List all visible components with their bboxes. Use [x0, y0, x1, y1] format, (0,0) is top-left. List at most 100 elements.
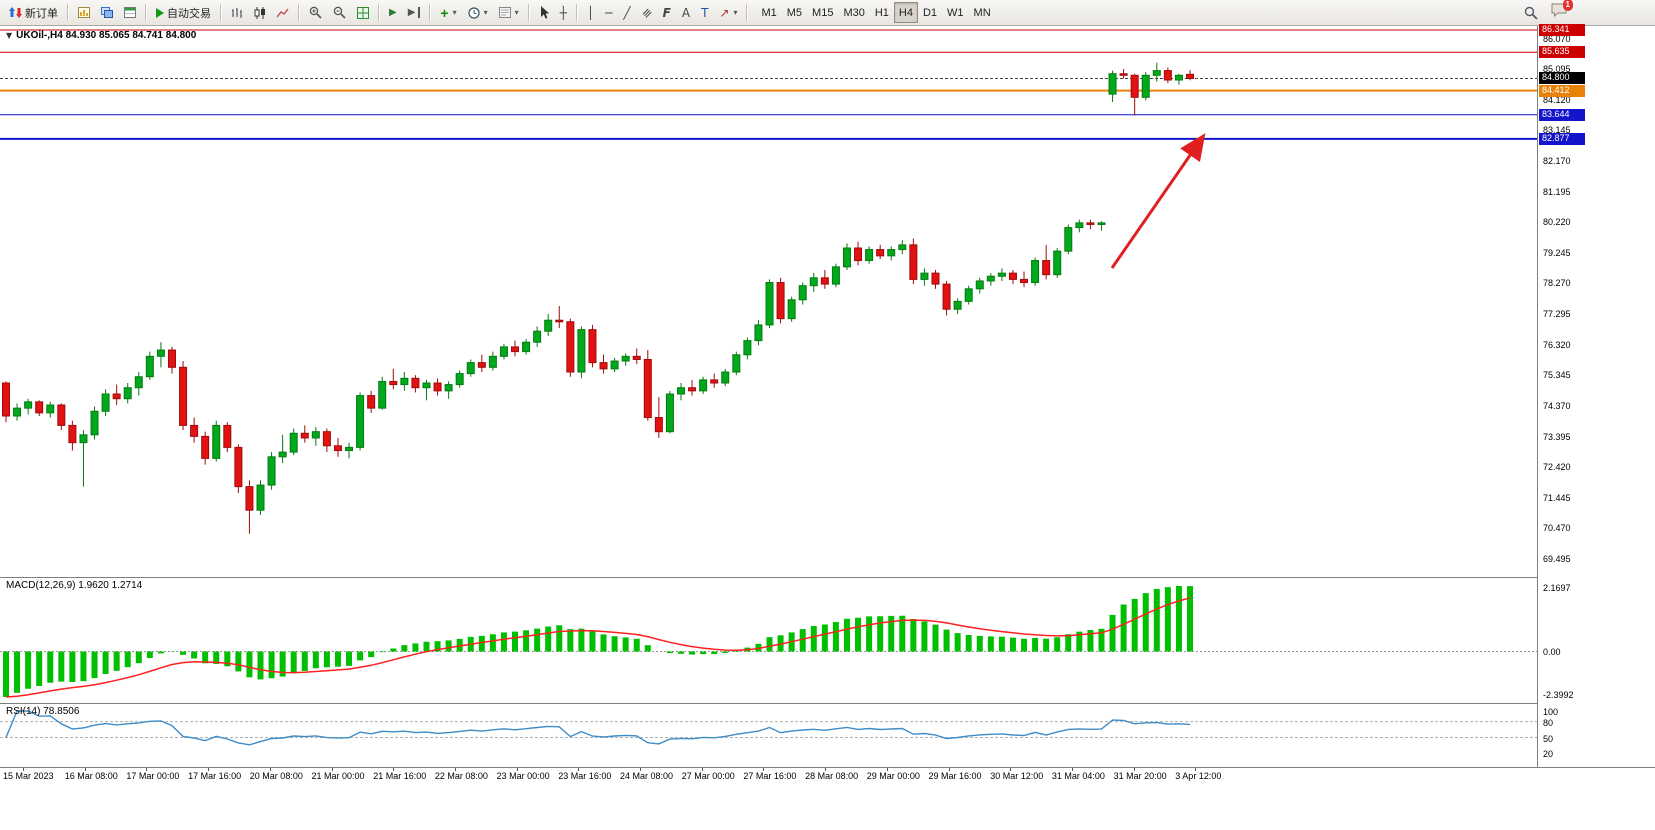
- candle-body: [101, 393, 110, 412]
- trendline-tool-button[interactable]: ╱: [618, 2, 635, 23]
- new-order-button[interactable]: 新订单: [4, 2, 63, 23]
- crosshair-tool-button[interactable]: ┼: [555, 2, 572, 23]
- time-label: 16 Mar 08:00: [64, 771, 118, 781]
- fibonacci-tool-button[interactable]: F: [658, 2, 676, 23]
- rsi-panel[interactable]: [0, 704, 1537, 767]
- macd-panel-separator[interactable]: [0, 577, 1655, 578]
- label-tool-button[interactable]: T: [696, 2, 713, 23]
- candle-body: [68, 424, 77, 444]
- trend-arrow-annotation[interactable]: [1110, 133, 1206, 269]
- candle-body: [90, 410, 99, 436]
- candle-body: [13, 407, 22, 417]
- text-tool-button[interactable]: A: [677, 2, 695, 23]
- time-label: 27 Mar 16:00: [743, 771, 797, 781]
- candle-body: [477, 362, 486, 368]
- timeframe-button-M5[interactable]: M5: [782, 2, 807, 23]
- separator: [145, 4, 147, 21]
- toolbar-right-group: 1: [1519, 0, 1573, 23]
- price-tick: 81.195: [1543, 186, 1571, 197]
- text-icon: A: [681, 5, 691, 20]
- candle-body: [245, 486, 254, 511]
- candle-body: [942, 283, 951, 310]
- zoom-out-button[interactable]: [328, 2, 351, 23]
- candle-body: [632, 355, 641, 360]
- time-label: 30 Mar 12:00: [990, 771, 1044, 781]
- periods-button[interactable]: ▾: [463, 2, 493, 23]
- candle-body: [289, 432, 298, 453]
- time-label: 31 Mar 04:00: [1051, 771, 1105, 781]
- line-chart-mode-button[interactable]: [272, 2, 294, 23]
- autotrading-button[interactable]: 自动交易: [151, 2, 216, 23]
- timeframe-button-M30[interactable]: M30: [838, 2, 869, 23]
- horizontal-line-icon: ─: [605, 5, 613, 20]
- price-tick: 69.495: [1543, 554, 1571, 564]
- timeframe-button-H4[interactable]: H4: [893, 2, 918, 23]
- time-label: 20 Mar 08:00: [249, 771, 303, 781]
- time-label: 21 Mar 16:00: [373, 771, 427, 781]
- channel-tool-button[interactable]: ≡: [637, 2, 657, 23]
- candle-body: [533, 330, 542, 343]
- candlestick-icon: [254, 6, 265, 19]
- auto-scroll-button[interactable]: ▶: [384, 2, 402, 23]
- price-tick: 82.170: [1543, 156, 1571, 167]
- candle-body: [1031, 260, 1040, 284]
- timeframe-button-H1[interactable]: H1: [870, 2, 894, 23]
- time-label: 31 Mar 20:00: [1113, 771, 1167, 781]
- macd-panel[interactable]: [0, 578, 1537, 703]
- candle-body: [488, 355, 497, 368]
- timeframe-button-M1[interactable]: M1: [756, 2, 781, 23]
- candle-body: [223, 424, 232, 448]
- candle-body: [24, 401, 33, 409]
- candle-body: [333, 445, 342, 452]
- macd-scale-label: 0.00: [1543, 646, 1561, 657]
- time-label: 29 Mar 16:00: [928, 771, 982, 781]
- candle-body: [1053, 250, 1062, 276]
- autotrading-label: 自动交易: [167, 7, 211, 20]
- timeframe-button-D1[interactable]: D1: [918, 2, 942, 23]
- main-chart-plot[interactable]: [0, 26, 1537, 577]
- bar-chart-mode-button[interactable]: [226, 2, 248, 23]
- timeframe-button-W1[interactable]: W1: [942, 2, 969, 23]
- chart-shift-button[interactable]: ▶: [403, 2, 426, 23]
- price-tick: 86.070: [1543, 33, 1571, 44]
- candlestick-mode-button[interactable]: [249, 2, 271, 23]
- tile-windows-button[interactable]: [352, 2, 374, 23]
- rsi-panel-separator[interactable]: [0, 703, 1655, 704]
- crosshair-icon: ┼: [559, 5, 567, 20]
- indicators-button[interactable]: + ▾: [435, 2, 461, 23]
- price-axis[interactable]: 86.070 85.095 84.120 83.145 82.170 81.195 80.2…: [1537, 24, 1655, 767]
- price-tick: 78.270: [1543, 278, 1571, 289]
- candle-body: [876, 249, 885, 257]
- price-tick: 83.145: [1543, 125, 1571, 136]
- search-button[interactable]: [1519, 2, 1543, 23]
- candle-body: [522, 341, 531, 353]
- candle-body: [898, 244, 907, 251]
- market-watch-button[interactable]: [119, 2, 141, 23]
- time-axis[interactable]: 15 Mar 2023 16 Mar 08:00 17 Mar 00:00 17 Ma…: [0, 768, 1655, 785]
- candle-body: [555, 319, 564, 323]
- cursor-tool-button[interactable]: [534, 2, 554, 23]
- zoom-in-button[interactable]: [304, 2, 327, 23]
- macd-scale-label: 2.1697: [1543, 583, 1571, 593]
- candle-body: [721, 371, 730, 384]
- new-chart-button[interactable]: [73, 2, 95, 23]
- profiles-button[interactable]: [96, 2, 118, 23]
- time-tick: [331, 768, 333, 771]
- arrow-tools-button[interactable]: ↗ ▾: [714, 2, 742, 23]
- macd-scale-label: -2.3992: [1543, 690, 1574, 700]
- search-icon: [1524, 6, 1538, 20]
- templates-button[interactable]: ▾: [494, 2, 524, 23]
- time-tick: [578, 768, 580, 771]
- time-tick: [146, 768, 148, 771]
- price-tick: 70.470: [1543, 523, 1571, 534]
- timeframe-button-MN[interactable]: MN: [969, 2, 996, 23]
- horizontal-line-tool-button[interactable]: ─: [600, 2, 617, 23]
- candle-body: [1097, 222, 1106, 225]
- one-click-trading-toggle[interactable]: ▼: [6, 31, 13, 40]
- notifications-button[interactable]: 1: [1551, 0, 1573, 22]
- candle-body: [975, 280, 984, 290]
- timeframe-button-M15[interactable]: M15: [807, 2, 838, 23]
- vertical-line-tool-button[interactable]: │: [582, 2, 599, 23]
- candle-body: [179, 366, 188, 426]
- candle-body: [710, 379, 719, 384]
